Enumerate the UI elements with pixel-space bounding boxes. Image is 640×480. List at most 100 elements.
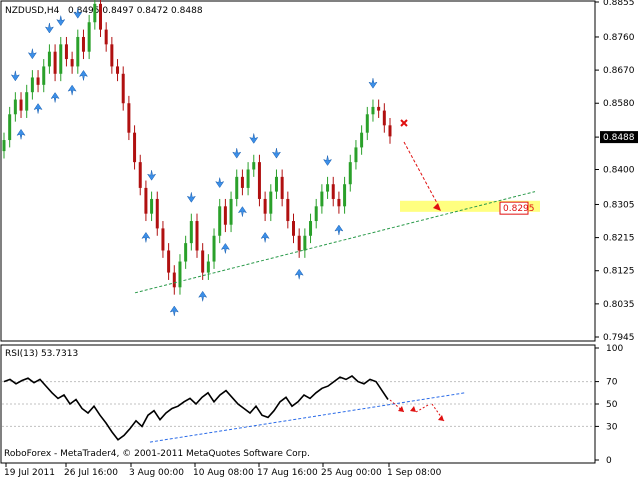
- time-tick-label: 3 Aug 00:00: [129, 468, 184, 478]
- rsi-forecast-arrow-head-icon: [410, 406, 416, 412]
- fractal-down-arrow: [56, 15, 66, 27]
- rsi-tick-label: 50: [606, 400, 618, 410]
- candle-body: [303, 235, 307, 251]
- candle-body: [104, 29, 108, 45]
- fractal-up-arrow: [33, 103, 43, 114]
- candle-body: [240, 176, 244, 188]
- candle-body: [155, 198, 159, 229]
- price-tick-label: 0.8488: [603, 133, 635, 143]
- rsi-trend-line: [149, 392, 466, 443]
- candle-body: [64, 44, 68, 60]
- current-price-box: [600, 131, 638, 144]
- fractal-up-arrow: [50, 92, 60, 103]
- price-tick-label: 0.8035: [603, 300, 635, 310]
- candle-body: [297, 235, 301, 251]
- rsi-line: [3, 375, 389, 441]
- fractal-up-arrow: [294, 268, 304, 280]
- candle-body: [53, 51, 57, 74]
- candle-body: [314, 206, 318, 222]
- candle-body: [76, 36, 80, 67]
- candle-body: [195, 221, 199, 251]
- fractal-down-arrow: [249, 133, 259, 144]
- time-axis: 19 Jul 2011 26 Jul 16:00 3 Aug 00:00 10 Aug…: [4, 463, 442, 478]
- price-tick-label: 0.7945: [603, 333, 635, 343]
- fractal-down-arrow: [73, 8, 83, 19]
- fractal-down-arrow: [10, 70, 20, 82]
- time-tick-label: 26 Jul 16:00: [64, 468, 118, 478]
- candle-body: [138, 162, 142, 188]
- candle-body: [292, 221, 295, 236]
- watermark-text: RoboForex - MetaTrader4, © 2001-2011 Met…: [4, 449, 310, 459]
- ohlc-label: 0.8495 0.8497 0.8472 0.8488: [68, 6, 203, 16]
- candle-body: [144, 187, 148, 214]
- fractal-up-arrow: [78, 69, 89, 81]
- fractal-down-arrow: [146, 170, 157, 181]
- candle-body: [93, 3, 97, 23]
- candle-body: [99, 3, 102, 30]
- candle-body: [30, 77, 34, 93]
- target-zone-rect: [400, 200, 540, 212]
- time-tick-label: 19 Jul 2011: [4, 468, 55, 478]
- rsi-tick-label: 100: [606, 344, 623, 354]
- candle-body: [365, 114, 369, 133]
- candle-body: [269, 191, 273, 214]
- candle-body: [309, 221, 313, 236]
- candle-body: [13, 99, 17, 115]
- candle-body: [286, 198, 290, 222]
- candle-body: [257, 162, 261, 199]
- candle-body: [167, 250, 171, 273]
- candle-body: [178, 261, 182, 288]
- candle-body: [127, 103, 131, 133]
- rsi-trend-and-arrows: [149, 392, 466, 443]
- target-zone: 0.8295: [400, 200, 540, 215]
- candle-body: [150, 198, 154, 214]
- fractal-up-arrow: [237, 206, 248, 217]
- price-tick-label: 0.8125: [603, 267, 635, 277]
- price-tick-label: 0.8400: [603, 166, 635, 176]
- fractal-down-arrow: [271, 148, 282, 159]
- candle-body: [218, 206, 222, 236]
- price-axis: 0.8855 0.8760 0.8670 0.8580 0.8488 0.8400 0.83…: [595, 0, 638, 343]
- price-tick-label: 0.8215: [603, 234, 635, 244]
- fractal-down-arrow: [186, 192, 196, 203]
- candle-body: [206, 261, 210, 273]
- candle-body: [201, 250, 205, 273]
- price-tick-label: 0.8670: [603, 66, 635, 76]
- fractal-up-arrow: [220, 242, 230, 254]
- candle-body: [320, 191, 324, 207]
- candle-body: [161, 228, 165, 251]
- rsi-tick-label: 0: [606, 456, 612, 466]
- candle-body: [246, 169, 250, 188]
- candle-body: [184, 243, 188, 262]
- rsi-label: RSI(13) 53.7313: [5, 349, 78, 359]
- fractal-up-arrow: [198, 290, 208, 302]
- candle-body: [172, 272, 176, 288]
- rsi-axis: 100 70 50 30 0: [595, 344, 623, 466]
- time-tick-label: 1 Sep 08:00: [387, 468, 442, 478]
- rsi-levels: [2, 381, 594, 427]
- fractal-down-arrow: [215, 177, 225, 189]
- price-tick-label: 0.8305: [603, 200, 635, 210]
- candle-body: [382, 110, 386, 126]
- fractal-down-arrow: [322, 155, 333, 166]
- candle-body: [19, 99, 23, 111]
- candlestick-series: [2, 0, 392, 295]
- fractal-down-arrow: [232, 148, 242, 159]
- candle-body: [388, 125, 392, 137]
- candle-body: [81, 36, 85, 52]
- rsi-forecast-arrow-line: [389, 399, 405, 413]
- candle-body: [354, 147, 358, 163]
- fractal-down-arrow: [27, 48, 37, 60]
- fractal-up-arrow: [169, 305, 179, 317]
- symbol-label: NZDUSD,H4: [5, 6, 60, 16]
- rsi-forecast-arrow-head-icon: [438, 415, 444, 421]
- candle-body: [223, 206, 227, 225]
- candle-body: [326, 184, 330, 192]
- target-price-box: [499, 201, 529, 215]
- candle-body: [8, 114, 12, 141]
- candle-body: [59, 44, 63, 74]
- price-tick-label: 0.8760: [603, 33, 635, 43]
- candle-body: [133, 132, 137, 163]
- candle-body: [36, 77, 40, 85]
- candle-body: [110, 44, 114, 67]
